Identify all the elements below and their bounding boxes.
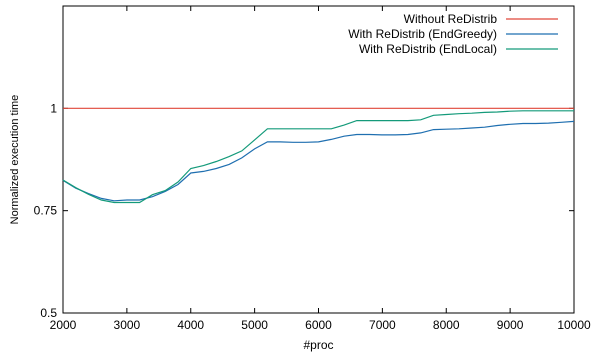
x-axis-label: #proc — [303, 338, 333, 352]
legend-label-1: Without ReDistrib — [404, 12, 498, 26]
x-tick-label: 10000 — [557, 318, 591, 332]
x-tick-label: 8000 — [433, 318, 460, 332]
x-tick-label: 7000 — [369, 318, 396, 332]
y-axis-label: Normalized execution time — [9, 95, 21, 225]
plot-frame — [62, 5, 575, 314]
x-tick-label: 6000 — [305, 318, 332, 332]
series-lines — [62, 107, 575, 204]
legend-label-2: With ReDistrib (EndGreedy) — [348, 27, 497, 41]
x-tick-label: 4000 — [177, 318, 204, 332]
legend-label-3: With ReDistrib (EndLocal) — [359, 42, 497, 56]
axis-ticks: 2000 3000 4000 5000 6000 7000 8000 9000 10000 0.5… — [34, 6, 591, 332]
y-tick-label: 1 — [50, 101, 57, 115]
x-tick-label: 5000 — [241, 318, 268, 332]
x-tick-label: 3000 — [114, 318, 141, 332]
series-line-2 — [62, 120, 575, 202]
x-tick-label: 2000 — [50, 318, 77, 332]
series-line-3 — [62, 110, 574, 204]
x-tick-label: 9000 — [497, 318, 524, 332]
y-tick-label: 0.75 — [34, 204, 58, 218]
y-tick-label: 0.5 — [40, 306, 57, 320]
